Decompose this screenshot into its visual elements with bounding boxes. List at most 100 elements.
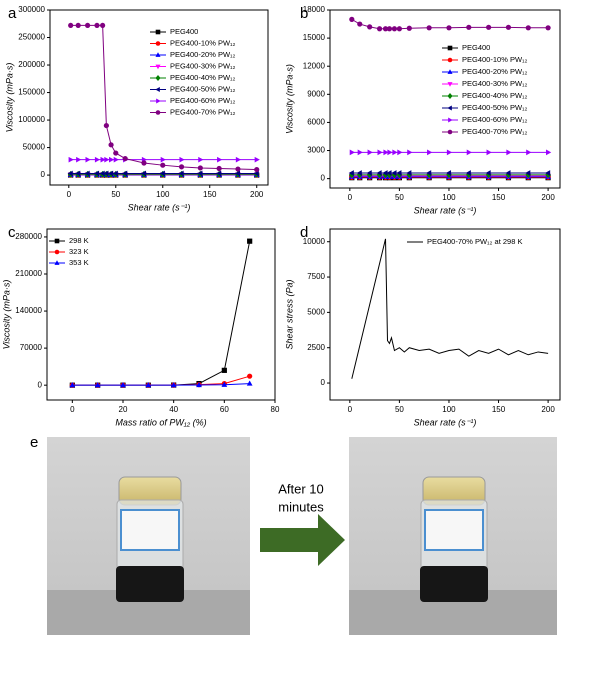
legend-label: PEG400-70% PW₁₂ at 298 K bbox=[427, 237, 523, 246]
photo-before bbox=[47, 437, 250, 635]
legend-label: 323 K bbox=[69, 247, 89, 256]
marker bbox=[406, 25, 412, 31]
legend-label: PEG400-40% PW₁₂ bbox=[170, 73, 236, 82]
marker bbox=[254, 156, 260, 163]
marker bbox=[357, 21, 363, 27]
marker bbox=[155, 52, 161, 57]
marker bbox=[94, 156, 101, 163]
legend-label: PEG400-60% PW₁₂ bbox=[462, 115, 528, 124]
marker bbox=[179, 156, 185, 163]
marker bbox=[377, 149, 383, 156]
marker bbox=[84, 22, 91, 29]
marker bbox=[505, 170, 511, 176]
marker bbox=[349, 149, 355, 156]
legend-label: PEG400-70% PW₁₂ bbox=[462, 127, 528, 136]
marker bbox=[247, 238, 253, 244]
y-axis-label: Viscosity (mPa·s) bbox=[4, 63, 14, 133]
marker bbox=[54, 249, 60, 255]
legend-label: PEG400-50% PW₁₂ bbox=[462, 103, 528, 112]
legend-label: PEG400-50% PW₁₂ bbox=[170, 84, 236, 93]
legend-label: PEG400-30% PW₁₂ bbox=[170, 61, 236, 70]
x-tick-label: 0 bbox=[348, 193, 353, 202]
marker bbox=[486, 24, 492, 30]
y-tick-label: 7500 bbox=[307, 272, 325, 281]
legend-label: PEG400-70% PW₁₂ bbox=[170, 107, 236, 116]
marker bbox=[254, 166, 260, 173]
y-tick-label: 300000 bbox=[18, 5, 45, 14]
marker bbox=[100, 22, 106, 29]
marker bbox=[376, 170, 382, 176]
marker bbox=[235, 156, 242, 163]
marker bbox=[485, 170, 491, 176]
marker bbox=[68, 22, 74, 29]
marker bbox=[406, 170, 412, 176]
marker bbox=[112, 170, 118, 177]
x-tick-label: 80 bbox=[271, 405, 280, 414]
x-axis-label: Shear rate (s⁻¹) bbox=[414, 205, 477, 215]
x-tick-label: 150 bbox=[492, 405, 506, 414]
marker bbox=[216, 170, 222, 177]
marker bbox=[140, 170, 147, 177]
legend-label: PEG400-20% PW₁₂ bbox=[462, 67, 528, 76]
x-tick-label: 100 bbox=[442, 193, 456, 202]
marker bbox=[198, 156, 204, 163]
arrow-text: minutes bbox=[278, 499, 324, 514]
marker bbox=[221, 381, 228, 387]
x-tick-label: 100 bbox=[442, 405, 456, 414]
marker bbox=[382, 26, 389, 32]
marker bbox=[446, 25, 452, 31]
legend-label: PEG400 bbox=[170, 27, 198, 36]
marker bbox=[396, 26, 402, 32]
marker bbox=[391, 170, 397, 176]
marker bbox=[357, 149, 363, 156]
marker bbox=[160, 162, 166, 168]
marker bbox=[367, 24, 373, 30]
x-tick-label: 150 bbox=[492, 193, 506, 202]
marker bbox=[54, 238, 60, 244]
marker bbox=[155, 75, 161, 81]
marker bbox=[525, 170, 531, 176]
x-axis-label: Mass ratio of PW₁₂ (%) bbox=[115, 417, 206, 427]
marker bbox=[216, 165, 222, 172]
marker bbox=[382, 170, 388, 176]
y-tick-label: 140000 bbox=[15, 306, 42, 315]
y-tick-label: 0 bbox=[41, 170, 46, 179]
marker bbox=[67, 170, 73, 177]
arrow bbox=[260, 514, 345, 566]
marker bbox=[221, 367, 227, 373]
photo-after bbox=[349, 437, 557, 635]
y-tick-label: 0 bbox=[321, 378, 326, 387]
marker bbox=[75, 170, 81, 177]
y-tick-label: 210000 bbox=[15, 269, 42, 278]
y-tick-label: 18000 bbox=[303, 5, 326, 14]
legend-label: PEG400 bbox=[462, 43, 490, 52]
marker bbox=[386, 26, 393, 32]
legend-label: PEG400-40% PW₁₂ bbox=[462, 91, 528, 100]
y-tick-label: 6000 bbox=[307, 118, 325, 127]
y-tick-label: 9000 bbox=[307, 89, 325, 98]
legend-label: PEG400-10% PW₁₂ bbox=[170, 38, 236, 47]
marker bbox=[447, 69, 453, 74]
legend-label: PEG400-10% PW₁₂ bbox=[462, 55, 528, 64]
y-tick-label: 5000 bbox=[307, 307, 325, 316]
legend-label: PEG400-20% PW₁₂ bbox=[170, 50, 236, 59]
marker bbox=[426, 25, 432, 31]
marker bbox=[99, 170, 105, 177]
x-tick-label: 40 bbox=[169, 405, 178, 414]
x-tick-label: 150 bbox=[203, 190, 217, 199]
panel-label: b bbox=[300, 5, 308, 22]
marker bbox=[392, 149, 398, 156]
x-tick-label: 100 bbox=[156, 190, 170, 199]
marker bbox=[386, 170, 392, 176]
marker bbox=[155, 110, 161, 115]
marker bbox=[247, 373, 253, 379]
chart: c 0 20 40 60 80 0 70000 140000 210000 280000 Mass r… bbox=[1, 224, 280, 427]
legend-label: 298 K bbox=[69, 236, 89, 245]
marker bbox=[348, 170, 354, 176]
y-tick-label: 70000 bbox=[20, 343, 43, 352]
y-axis-label: Shear stress (Pa) bbox=[284, 279, 294, 349]
marker bbox=[84, 170, 90, 177]
marker bbox=[75, 22, 81, 29]
chart: d 0 50 100 150 200 0 2500 5000 7500 10000 Shear rat… bbox=[284, 224, 561, 427]
